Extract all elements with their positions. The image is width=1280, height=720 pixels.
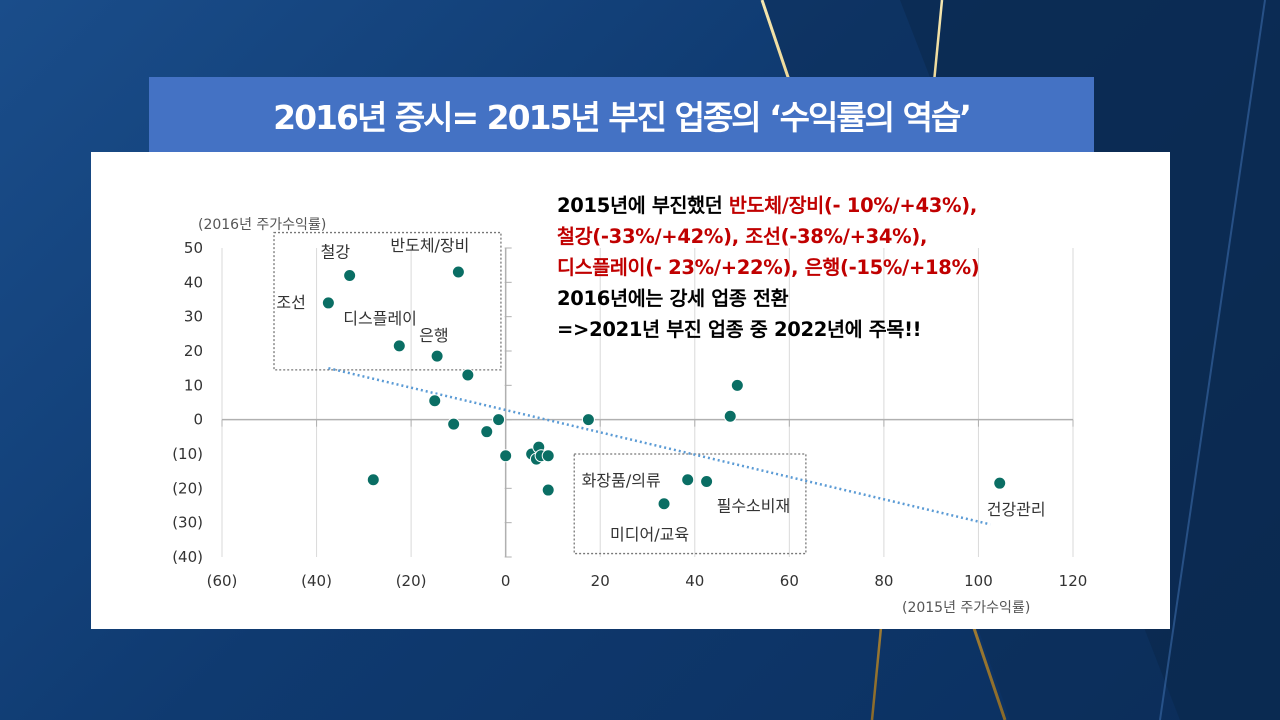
x-tick-label: 40 [685, 572, 704, 590]
highlight-box [573, 453, 807, 555]
data-point [392, 339, 406, 353]
x-tick-label: (20) [396, 572, 427, 590]
x-tick-label: 120 [1059, 572, 1088, 590]
data-point-label: 디스플레이 [343, 309, 417, 328]
data-point-label: 반도체/장비 [390, 236, 469, 255]
data-point-label: 화장품/의류 [582, 471, 661, 490]
title-banner: 2016년 증시= 2015년 부진 업종의 ‘수익률의 역습’ [149, 77, 1094, 152]
chart-panel: (60) (40) (20) 0 20 40 60 80 100 120 50 40 30 20 10 0 (1… [91, 152, 1170, 629]
data-point [430, 349, 444, 363]
data-point-label: 건강관리 [987, 500, 1046, 519]
y-tick-label: (10) [172, 445, 203, 463]
data-point [730, 378, 744, 392]
data-point [451, 265, 465, 279]
data-point [657, 497, 671, 511]
data-point [541, 449, 555, 463]
y-axis-title: (2016년 주가수익률) [198, 217, 326, 233]
x-tick-label: 20 [591, 572, 610, 590]
x-axis-title: (2015년 주가수익률) [902, 600, 1030, 616]
y-tick-label: (30) [172, 514, 203, 532]
x-tick-label: (40) [301, 572, 332, 590]
y-tick-label: 0 [193, 411, 203, 429]
data-point [581, 413, 595, 427]
annotation-text: 2015년에 부진했던 반도체/장비(- 10%/+43%), 철강(-33%/… [557, 190, 980, 345]
data-point [681, 473, 695, 487]
data-point [993, 476, 1007, 490]
trend-line [328, 366, 991, 526]
data-point [492, 413, 506, 427]
data-point [700, 474, 714, 488]
annotation-line-3: 디스플레이(- 23%/+22%), 은행(-15%/+18%) [557, 256, 980, 279]
annotation-line-1-prefix: 2015년에 부진했던 [557, 194, 729, 217]
y-tick-label: (20) [172, 479, 203, 497]
data-point [447, 417, 461, 431]
data-point [723, 409, 737, 423]
y-tick-label: 40 [184, 273, 203, 291]
annotation-line-4: 2016년에는 강세 업종 전환 [557, 287, 789, 310]
annotation-line-2: 철강(-33%/+42%), 조선(-38%/+34%), [557, 225, 928, 248]
annotation-line-1-highlight: 반도체/장비(- 10%/+43%), [728, 194, 977, 217]
x-tick-label: 60 [780, 572, 799, 590]
data-point-label: 철강 [321, 242, 351, 261]
data-point [461, 368, 475, 382]
data-point-label: 필수소비재 [717, 496, 791, 515]
y-tick-label: 20 [184, 342, 203, 360]
y-tick-label: 30 [184, 308, 203, 326]
data-point [366, 473, 380, 487]
x-tick-label: (60) [207, 572, 238, 590]
data-point-label: 조선 [276, 293, 305, 312]
scatter-chart: (60) (40) (20) 0 20 40 60 80 100 12050403020100(1… [172, 217, 1088, 616]
data-point-label: 미디어/교육 [610, 525, 689, 544]
data-point [541, 483, 555, 497]
annotation-line-1: 2015년에 부진했던 반도체/장비(- 10%/+43%), [557, 190, 979, 221]
data-point [480, 425, 494, 439]
data-point [499, 449, 513, 463]
slide-title: 2016년 증시= 2015년 부진 업종의 ‘수익률의 역습’ [273, 97, 972, 137]
data-point-label: 은행 [419, 326, 448, 345]
y-tick-label: 50 [184, 239, 203, 257]
y-tick-label: (40) [172, 548, 203, 566]
y-tick-label: 10 [184, 376, 203, 394]
highlight-box [273, 231, 502, 371]
x-tick-label: 80 [874, 572, 893, 590]
x-tick-label: 0 [501, 572, 511, 590]
x-tick-label: 100 [964, 572, 993, 590]
data-point [428, 394, 442, 408]
data-point [321, 296, 335, 310]
annotation-line-5: =>2021년 부진 업종 중 2022년에 주목!! [557, 318, 922, 341]
data-point [343, 268, 357, 282]
